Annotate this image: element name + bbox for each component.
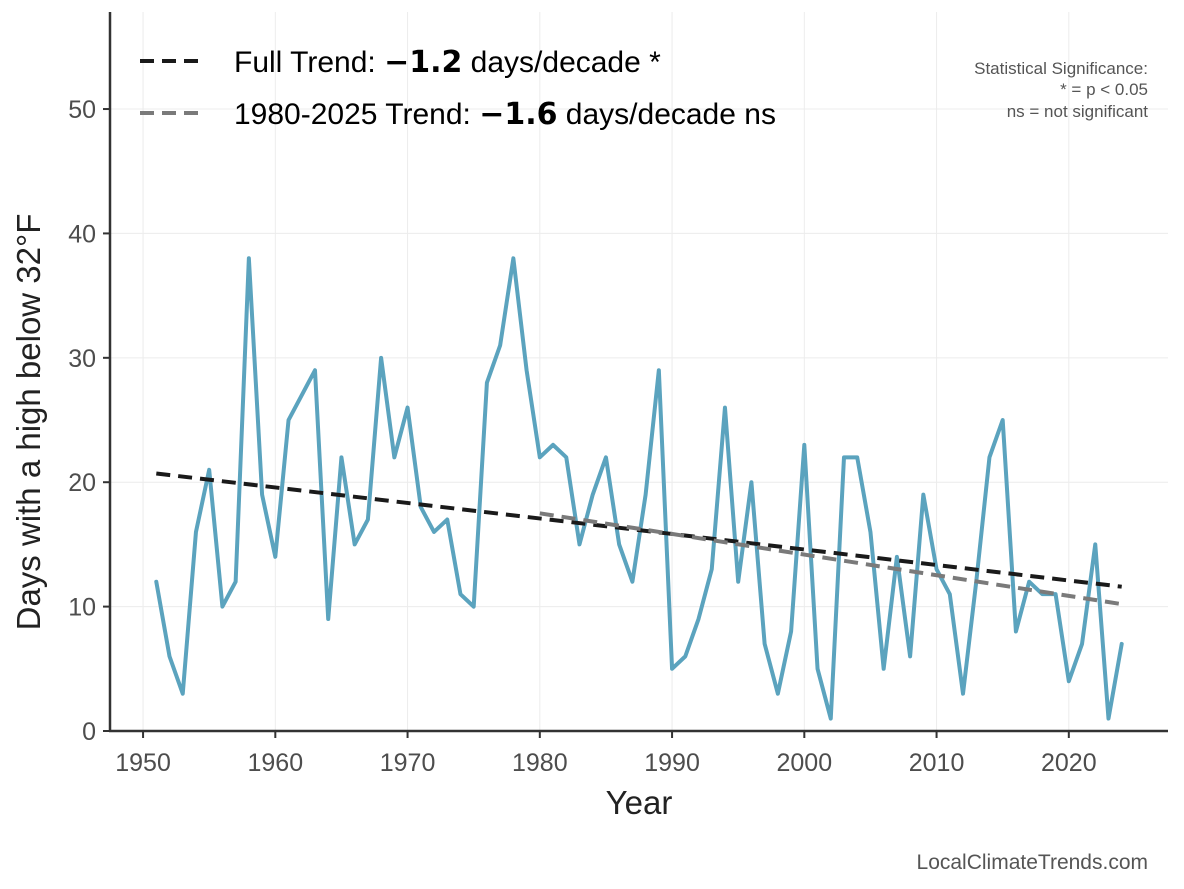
legend-recent-trend-suffix: days/decade ns: [557, 98, 775, 131]
y-axis-title: Days with a high below 32°F: [10, 214, 47, 631]
series-line-recent-trend: [539, 511, 1123, 607]
grid: [110, 12, 1168, 732]
legend-full-trend-prefix: Full Trend:: [234, 46, 384, 79]
significance-line-1: * = p < 0.05: [1060, 80, 1148, 99]
y-tick-label: 20: [68, 469, 96, 497]
x-tick-label: 1990: [644, 749, 700, 777]
y-tick-label: 10: [68, 594, 96, 622]
x-tick-label: 1950: [115, 749, 171, 777]
legend-entry-full-trend: Full Trend: −1.2 days/decade *: [234, 45, 661, 80]
legend-entry-recent-trend: 1980-2025 Trend: −1.6 days/decade ns: [234, 97, 776, 132]
legend-full-trend-suffix: days/decade *: [462, 46, 661, 79]
x-axis-title: Year: [606, 784, 673, 821]
significance-note: Statistical Significance: * = p < 0.05 n…: [974, 59, 1148, 121]
x-tick-label: 2010: [909, 749, 965, 777]
significance-line-2: ns = not significant: [1007, 102, 1149, 121]
legend-full-trend-value: −1.2: [384, 45, 462, 80]
significance-title: Statistical Significance:: [974, 59, 1148, 78]
y-tick-label: 40: [68, 220, 96, 248]
x-tick-label: 1980: [512, 749, 568, 777]
x-tick-label: 2000: [777, 749, 833, 777]
y-tick-label: 50: [68, 96, 96, 124]
x-tick-label: 1960: [248, 749, 304, 777]
tick-labels: 0 10 20 30 40 50 1950 1960 1970 1980 1990 2000 2010 2…: [68, 96, 1096, 777]
series-layer: [154, 256, 1124, 721]
legend-recent-trend-prefix: 1980-2025 Trend:: [234, 98, 479, 131]
x-tick-label: 2020: [1041, 749, 1097, 777]
legend-recent-trend-value: −1.6: [479, 97, 557, 132]
series-line-observed: [154, 256, 1124, 721]
y-tick-label: 30: [68, 345, 96, 373]
axes: [103, 12, 1168, 738]
credit-text: LocalClimateTrends.com: [917, 851, 1148, 874]
legend: Full Trend: −1.2 days/decade * 1980-2025…: [140, 45, 776, 132]
x-tick-label: 1970: [380, 749, 436, 777]
y-tick-label: 0: [82, 718, 96, 746]
